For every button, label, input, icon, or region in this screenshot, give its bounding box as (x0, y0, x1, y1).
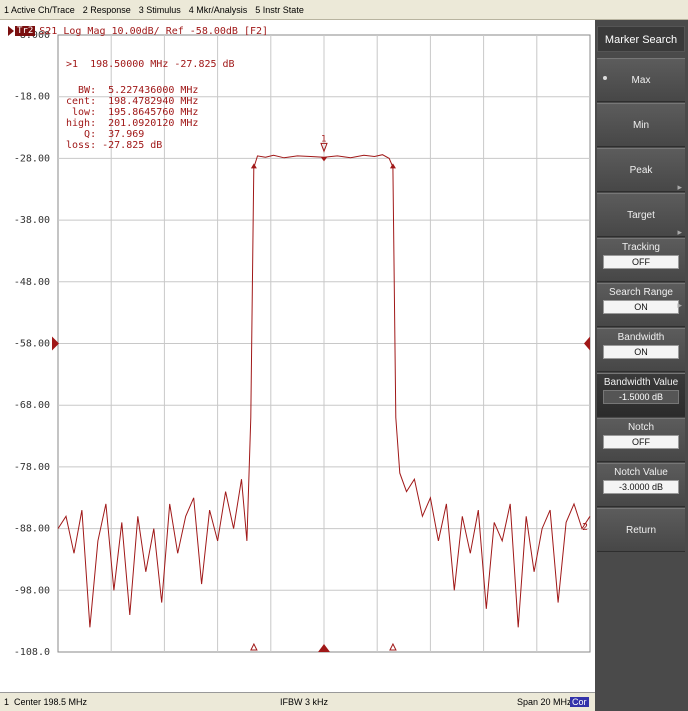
softkey-min[interactable]: Min (597, 103, 685, 147)
marker-1-triangle-icon (320, 142, 328, 153)
menu-active-ch-trace[interactable]: 1 Active Ch/Trace (4, 4, 75, 15)
menu-mkr-analysis[interactable]: 4 Mkr/Analysis (188, 4, 248, 15)
y-tick-label: -98.00 (14, 585, 50, 596)
marker-readout: >1 198.50000 MHz -27.825 dB BW: 5.227436… (66, 59, 235, 151)
grid (57, 34, 591, 653)
status-span: Span 20 MHz (517, 697, 572, 707)
softkey-peak[interactable]: Peak ▸ (597, 148, 685, 192)
y-tick-label: -88.00 (14, 524, 50, 535)
menu-response[interactable]: 2 Response (82, 4, 131, 15)
softkey-notch[interactable]: Notch OFF (597, 418, 685, 462)
trace-layer (57, 154, 591, 628)
menu-instr-state[interactable]: 5 Instr State (255, 4, 304, 15)
status-ifbw: IFBW 3 kHz (280, 697, 329, 707)
softkey-notch-value-label: Notch Value (614, 467, 668, 478)
y-tick-label: -68.00 (14, 400, 50, 411)
status-bar: 1 Center 198.5 MHz IFBW 3 kHz Span 20 MH… (0, 692, 595, 711)
bw-marker-bottom-high-icon (389, 642, 397, 651)
ref-level-left-arrow-icon (52, 336, 59, 351)
bw-marker-high (389, 163, 396, 169)
softkey-search-range-value: ON (603, 300, 679, 314)
status-cor-badge: Cor (570, 697, 589, 707)
softkey-notch-value[interactable]: Notch Value -3.0000 dB (597, 463, 685, 507)
readout-q: Q: 37.969 (66, 129, 144, 140)
readout-cent: cent: 198.4782940 MHz (66, 96, 198, 107)
menu-stimulus[interactable]: 3 Stimulus (138, 4, 181, 15)
y-tick-label: -108.0 (14, 647, 50, 658)
softkey-return-label: Return (625, 525, 656, 536)
y-tick-label: -18.00 (14, 92, 50, 103)
y-tick-label: -38.00 (14, 215, 50, 226)
softkey-bandwidth-value-field[interactable]: -1.5000 dB (603, 390, 679, 404)
trace-plot-area: -8.000-18.00-28.00-38.00-48.00-58.00-68.… (0, 20, 595, 692)
status-center: Center 198.5 MHz (14, 697, 88, 707)
ref-level-right-arrow-icon (584, 336, 590, 351)
y-tick-label: -78.00 (14, 462, 50, 473)
readout-loss: loss: -27.825 dB (66, 140, 162, 151)
softkey-min-label: Min (632, 120, 650, 131)
softkey-target[interactable]: Target ▸ (597, 193, 685, 237)
softkey-notch-value: OFF (603, 435, 679, 449)
trace-line (57, 154, 591, 628)
center-marker-arrow-icon (318, 644, 330, 652)
bw-marker-bottom-low-icon (250, 642, 258, 651)
menu-bar: 1 Active Ch/Trace 2 Response 3 Stimulus … (0, 0, 688, 20)
submenu-arrow-icon: ▸ (677, 182, 682, 192)
softkey-bandwidth-value-label: Bandwidth Value (603, 377, 679, 388)
y-tick-label: -28.00 (14, 153, 50, 164)
softkey-max[interactable]: Max (597, 58, 685, 102)
softkey-bandwidth[interactable]: Bandwidth ON (597, 328, 685, 372)
trace-header-text: S21 Log Mag 10.00dB/ Ref -58.00dB [F2] (39, 25, 269, 37)
softkey-search-range-label: Search Range (609, 287, 673, 298)
softkey-max-label: Max (631, 75, 651, 86)
marker-1-point (321, 157, 327, 162)
readout-high: high: 201.0920120 MHz (66, 118, 198, 129)
submenu-arrow-icon: ▸ (677, 227, 682, 237)
softkey-bandwidth-label: Bandwidth (617, 332, 665, 343)
softkey-notch-label: Notch (627, 422, 655, 433)
status-channel: 1 (4, 697, 10, 707)
marker-1-label: 1 (321, 134, 326, 144)
softkey-target-label: Target (627, 210, 655, 221)
marker-layer: 1 (250, 134, 397, 651)
softkey-search-range[interactable]: Search Range ON ▸ (597, 283, 685, 327)
softkey-panel: Marker Search Max Min Peak ▸ Target ▸ Tr… (595, 20, 688, 711)
softkey-title: Marker Search (597, 26, 685, 52)
readout-line1: >1 198.50000 MHz -27.825 dB (66, 59, 235, 70)
softkey-tracking-label: Tracking (622, 242, 660, 253)
selected-bullet-icon (603, 76, 607, 80)
readout-bw: BW: 5.227436000 MHz (66, 85, 198, 96)
y-tick-label: -48.00 (14, 277, 50, 288)
trace-badge[interactable]: Tr2 (15, 26, 36, 36)
active-trace-arrow-icon (8, 26, 14, 36)
trace-header[interactable]: Tr2 S21 Log Mag 10.00dB/ Ref -58.00dB [F… (8, 24, 268, 38)
softkey-bandwidth-value[interactable]: Bandwidth Value -1.5000 dB (597, 373, 685, 417)
softkey-notch-value-field[interactable]: -3.0000 dB (603, 480, 679, 494)
softkey-tracking-value: OFF (603, 255, 679, 269)
readout-low: low: 195.8645760 MHz (66, 107, 198, 118)
submenu-arrow-icon: ▸ (677, 300, 682, 310)
softkey-return[interactable]: Return (597, 508, 685, 552)
trace-plot: -8.000-18.00-28.00-38.00-48.00-58.00-68.… (14, 30, 591, 658)
softkey-peak-label: Peak (629, 165, 653, 176)
right-edge-label: 2 (582, 522, 588, 533)
bw-marker-low (250, 163, 257, 169)
softkey-bandwidth-value: ON (603, 345, 679, 359)
softkey-tracking[interactable]: Tracking OFF (597, 238, 685, 282)
y-tick-label: -58.00 (14, 339, 50, 350)
